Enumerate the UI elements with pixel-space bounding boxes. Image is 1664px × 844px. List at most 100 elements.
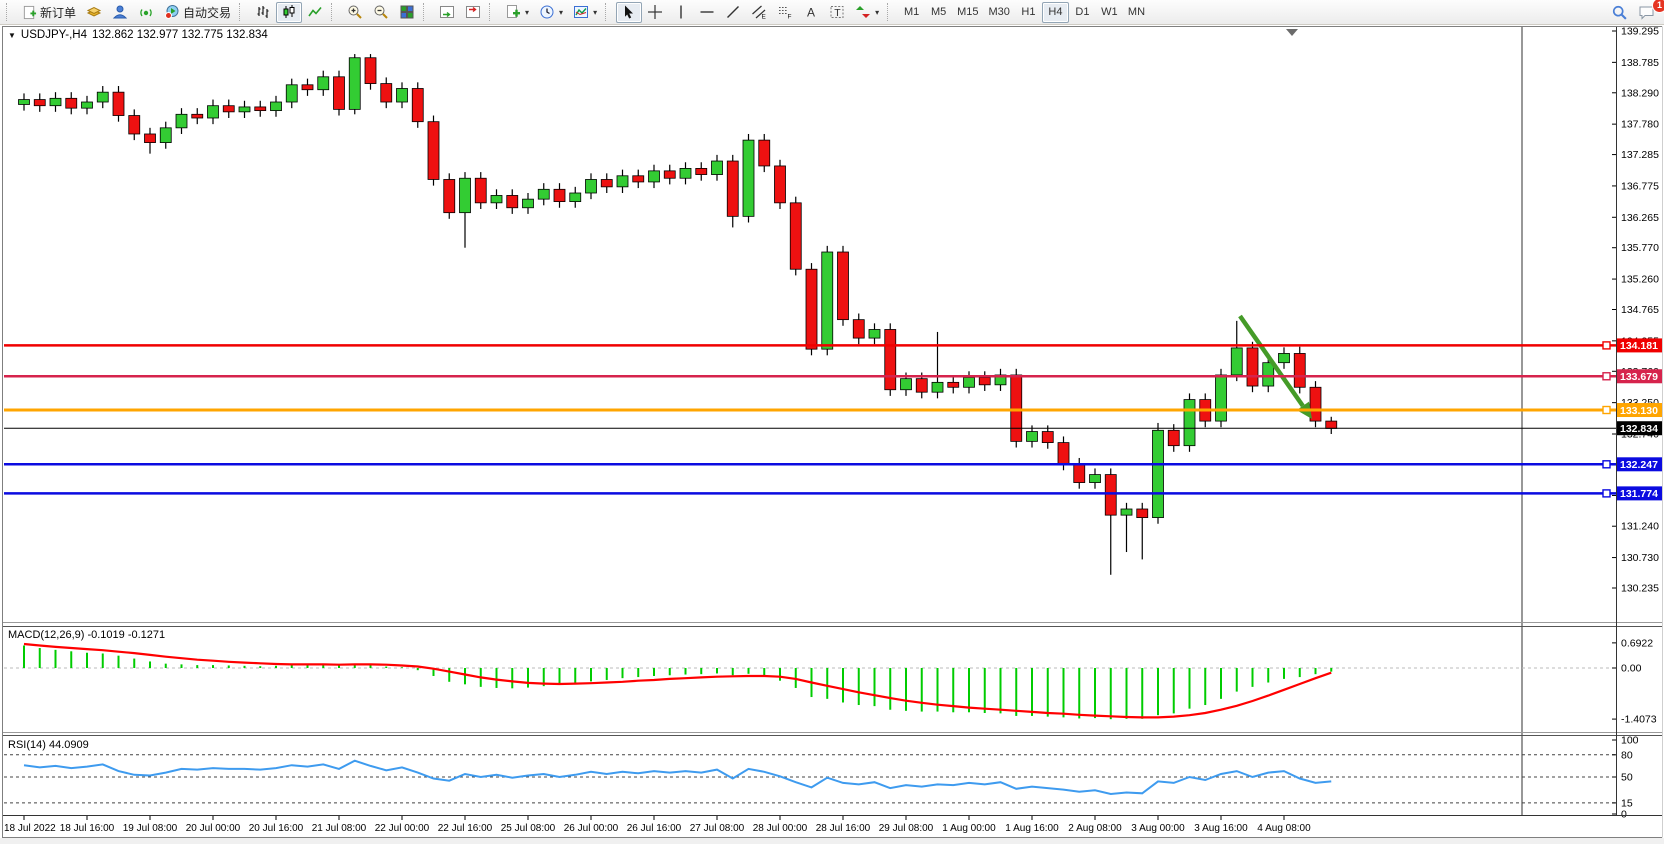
indicators-button[interactable]: ▾: [568, 2, 602, 23]
support-line-blue-1[interactable]: [4, 460, 1616, 469]
main-toolbar: 新订单 自动交易 ▾ ▾: [0, 0, 1664, 25]
autotrading-button[interactable]: 自动交易: [159, 2, 236, 23]
search-button[interactable]: [1606, 2, 1633, 23]
market-watch-icon: [86, 4, 102, 20]
horizontal-line-tool-button[interactable]: [694, 2, 720, 23]
navigator-button[interactable]: [107, 2, 133, 23]
tile-windows-icon: [399, 4, 415, 20]
svg-text:22 Jul 00:00: 22 Jul 00:00: [375, 823, 430, 834]
time-axis[interactable]: 18 Jul 2022 18 Jul 16:00 19 Jul 08:00 20 Ju…: [4, 815, 1311, 834]
trendline-icon: [725, 4, 741, 20]
timeframe-w1-button[interactable]: W1: [1096, 2, 1123, 23]
candle: [1230, 320, 1243, 382]
svg-text:50: 50: [1621, 772, 1633, 784]
line-handle[interactable]: [1602, 489, 1611, 498]
timeframe-m1-button[interactable]: M1: [898, 2, 925, 23]
toolbar-grip[interactable]: [887, 3, 893, 21]
timeframe-d1-button[interactable]: D1: [1069, 2, 1096, 23]
notifications-button[interactable]: 1: [1633, 0, 1664, 23]
svg-text:18 Jul 16:00: 18 Jul 16:00: [60, 823, 115, 834]
market-watch-button[interactable]: [81, 2, 107, 23]
bar-chart-icon: [255, 4, 271, 20]
svg-text:131.774: 131.774: [1620, 488, 1658, 500]
chevron-down-icon: ▾: [593, 7, 598, 17]
line-handle[interactable]: [1602, 460, 1611, 469]
tile-windows-button[interactable]: [394, 2, 420, 23]
candle: [333, 70, 345, 116]
toolbar-grip[interactable]: [239, 3, 245, 21]
text-tool-button[interactable]: A: [798, 2, 824, 23]
timeframe-h4-button[interactable]: H4: [1041, 1, 1069, 23]
candle: [396, 82, 408, 109]
cursor-tool-button[interactable]: [616, 1, 643, 23]
timeframe-m30-button[interactable]: M30: [984, 2, 1015, 23]
zoom-out-icon: [373, 4, 389, 20]
autotrading-icon: [164, 4, 180, 20]
chart-shift-button[interactable]: [460, 2, 486, 23]
crosshair-tool-button[interactable]: [642, 2, 668, 23]
candle: [96, 86, 109, 109]
vertical-line-tool-button[interactable]: [668, 2, 694, 23]
bar-chart-button[interactable]: [250, 2, 276, 23]
rsi-pane: 100 80 50 150: [4, 735, 1639, 821]
candlestick-chart-button[interactable]: [276, 1, 303, 23]
chevron-down-icon: ▾: [559, 7, 564, 17]
autotrading-label: 自动交易: [183, 5, 232, 20]
auto-scroll-button[interactable]: [434, 2, 460, 23]
zoom-in-icon: [347, 4, 363, 20]
candle: [1293, 346, 1306, 394]
toolbar-grip[interactable]: [6, 3, 12, 21]
chart-objects[interactable]: [1238, 27, 1523, 815]
timeframe-m5-button[interactable]: M5: [925, 2, 952, 23]
line-handle[interactable]: [1602, 405, 1611, 415]
svg-text:136.775: 136.775: [1621, 180, 1659, 192]
equidistant-channel-tool-button[interactable]: E: [746, 2, 772, 23]
signals-icon: [138, 4, 154, 20]
candle: [18, 93, 30, 111]
timeframe-h1-button[interactable]: H1: [1015, 2, 1042, 23]
line-chart-button[interactable]: [302, 2, 328, 23]
zoom-out-button[interactable]: [368, 2, 394, 23]
timeframe-m15-button[interactable]: M15: [952, 2, 983, 23]
text-label-tool-button[interactable]: T: [824, 2, 850, 23]
periods-button[interactable]: ▾: [534, 2, 568, 23]
svg-text:-1.4073: -1.4073: [1621, 714, 1657, 726]
symbol-dropdown-icon[interactable]: ▼: [8, 30, 16, 40]
signals-button[interactable]: [133, 2, 159, 23]
arrows-tool-button[interactable]: ▾: [850, 2, 884, 23]
zoom-in-button[interactable]: [342, 2, 368, 23]
candle: [1120, 502, 1133, 553]
candle: [285, 78, 298, 109]
chart-title[interactable]: ▼ USDJPY-,H4 132.862 132.977 132.775 132…: [8, 29, 268, 41]
toolbar-grip[interactable]: [605, 3, 611, 21]
text-icon: A: [803, 4, 819, 20]
svg-text:0.00: 0.00: [1621, 663, 1642, 675]
candle: [742, 133, 755, 223]
new-order-label: 新订单: [40, 5, 77, 20]
toolbar-grip[interactable]: [423, 3, 429, 21]
line-handle[interactable]: [1602, 341, 1611, 350]
svg-text:F: F: [788, 14, 792, 21]
fibonacci-tool-button[interactable]: F: [772, 2, 798, 23]
svg-text:133.679: 133.679: [1620, 371, 1658, 383]
new-chart-button[interactable]: ▾: [500, 2, 534, 23]
resistance-line-crimson[interactable]: [4, 372, 1616, 381]
support-line-blue-2[interactable]: [4, 489, 1616, 498]
support-line-orange[interactable]: [4, 405, 1616, 415]
line-handle[interactable]: [1602, 372, 1611, 381]
toolbar-grip[interactable]: [331, 3, 337, 21]
candle: [1167, 424, 1180, 452]
horizontal-lines[interactable]: 134.181 133.679 133.130 132.247 131.774 132.8…: [4, 338, 1663, 501]
trendline-tool-button[interactable]: [720, 2, 746, 23]
toolbar-grip[interactable]: [489, 3, 495, 21]
timeframe-mn-button[interactable]: MN: [1123, 2, 1150, 23]
chevron-down-icon: ▾: [525, 7, 530, 17]
svg-text:28 Jul 00:00: 28 Jul 00:00: [753, 823, 808, 834]
new-order-button[interactable]: 新订单: [17, 2, 81, 23]
svg-text:3 Aug 16:00: 3 Aug 16:00: [1194, 823, 1248, 834]
candles: [18, 54, 1338, 575]
resistance-line-red[interactable]: [4, 341, 1616, 350]
svg-text:26 Jul 16:00: 26 Jul 16:00: [627, 823, 682, 834]
svg-text:131.240: 131.240: [1621, 521, 1659, 533]
